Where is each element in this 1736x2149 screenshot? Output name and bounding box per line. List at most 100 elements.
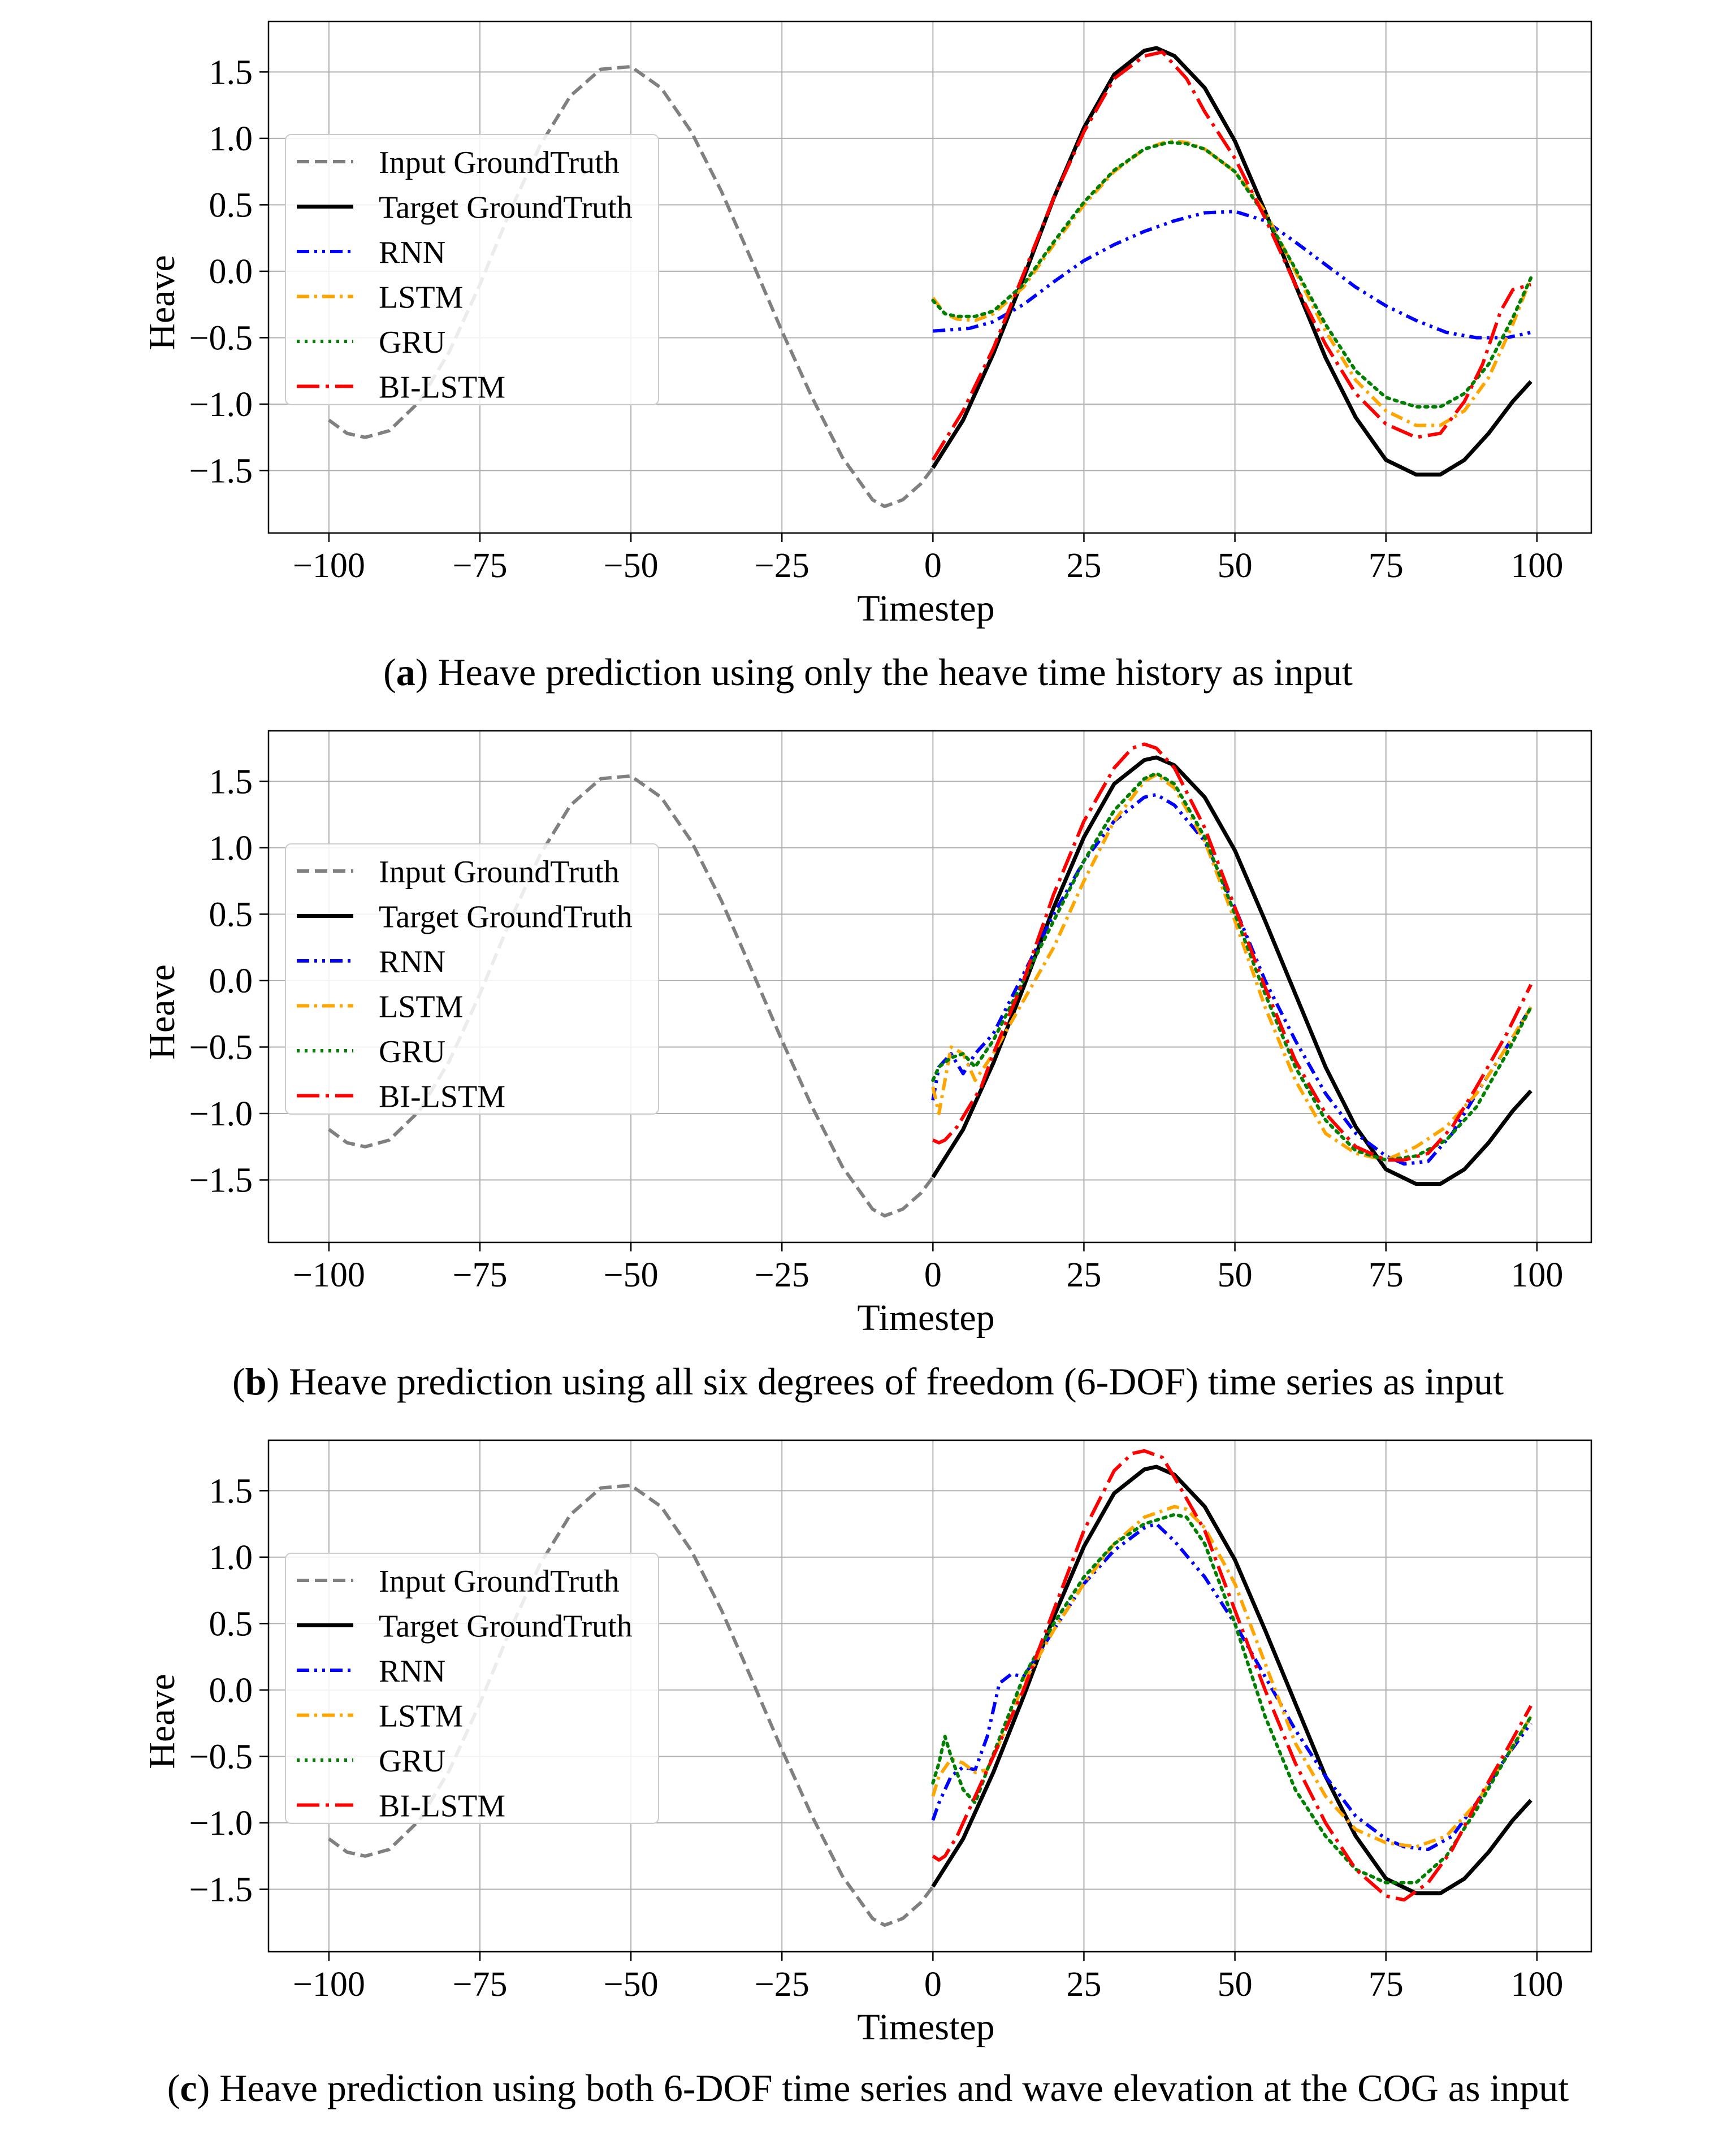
x-tick-label: 25 <box>1066 547 1101 585</box>
y-tick-label: 1.5 <box>209 1472 253 1510</box>
y-tick-label: −0.5 <box>189 319 253 357</box>
x-tick-label: 100 <box>1510 1256 1563 1294</box>
axes-frame <box>267 730 1592 1244</box>
x-tick-label: −75 <box>452 1965 507 2004</box>
series-group <box>328 46 1533 508</box>
legend: Input GroundTruth Target GroundTruth RNN LS… <box>285 1553 659 1824</box>
series-group <box>328 1449 1533 1927</box>
y-tick-label: −1.5 <box>189 1871 253 1909</box>
y-tick-label: 0.0 <box>209 1671 253 1710</box>
y-tick-label: 0.0 <box>209 962 253 1000</box>
series-line-target-groundtruth <box>931 46 1532 477</box>
series-line-rnn <box>931 1522 1532 1851</box>
y-tick-label: −0.5 <box>189 1028 253 1067</box>
y-axis-label: Heave <box>141 255 183 350</box>
x-tick-label: 50 <box>1218 1256 1253 1294</box>
legend-label: Input GroundTruth <box>379 855 620 890</box>
y-axis-label: Heave <box>141 964 183 1060</box>
caption-a: (a) Heave prediction using only the heav… <box>383 651 1353 694</box>
caption-c: (c) Heave prediction using both 6-DOF ti… <box>167 2066 1569 2109</box>
x-tick-label: 100 <box>1510 547 1563 585</box>
x-tick-label: 100 <box>1510 1965 1563 2004</box>
legend-label: Input GroundTruth <box>379 145 620 180</box>
y-tick-label: −1.0 <box>189 385 253 424</box>
y-tick-label: −1.5 <box>189 1162 253 1200</box>
series-line-gru <box>931 772 1533 1162</box>
x-tick-label: −100 <box>293 1965 365 2004</box>
chart-1: −100 −75 −50 −25 0 25 50 75 100 −1.5 −1.0 −0.5 0.0 0.… <box>141 730 1592 1338</box>
series-line-gru <box>931 1513 1533 1884</box>
series-line-input-groundtruth <box>328 1483 934 1927</box>
x-tick-label: 0 <box>924 1965 942 2004</box>
legend-label: Target GroundTruth <box>379 900 633 935</box>
series-line-rnn <box>931 792 1532 1166</box>
legend-box <box>285 134 659 405</box>
series-line-lstm <box>931 1505 1532 1849</box>
chart-2: −100 −75 −50 −25 0 25 50 75 100 −1.5 −1.0 −0.5 0.0 0.… <box>141 1439 1592 2048</box>
x-tick-label: 25 <box>1066 1256 1101 1294</box>
x-tick-label: 50 <box>1218 1965 1253 2004</box>
x-tick-label: −25 <box>755 1965 809 2004</box>
legend-label: GRU <box>379 1034 445 1069</box>
legend-label: LSTM <box>379 990 463 1025</box>
x-tick-label: −25 <box>755 1256 809 1294</box>
x-tick-label: −100 <box>293 547 365 585</box>
legend-label: LSTM <box>379 280 463 315</box>
y-tick-label: 0.5 <box>209 895 253 934</box>
y-tick-label: −0.5 <box>189 1738 253 1776</box>
legend-label: BI-LSTM <box>379 1789 505 1824</box>
caption-b: (b) Heave prediction using all six degre… <box>232 1360 1504 1403</box>
x-tick-label: 50 <box>1218 547 1253 585</box>
legend-label: LSTM <box>379 1699 463 1734</box>
x-tick-label: −100 <box>293 1256 365 1294</box>
y-axis-label: Heave <box>141 1674 183 1769</box>
legend-label: RNN <box>379 235 445 270</box>
y-tick-label: 0.5 <box>209 186 253 224</box>
y-tick-label: 0.5 <box>209 1605 253 1643</box>
x-tick-label: −25 <box>755 547 809 585</box>
series-line-input-groundtruth <box>328 64 934 508</box>
x-tick-label: −50 <box>604 1256 659 1294</box>
legend-label: Input GroundTruth <box>379 1564 620 1599</box>
legend-box <box>285 843 659 1115</box>
series-line-input-groundtruth <box>328 774 934 1218</box>
x-tick-label: 25 <box>1066 1965 1101 2004</box>
axes-frame <box>267 1439 1592 1953</box>
y-tick-label: −1.0 <box>189 1095 253 1133</box>
x-tick-label: −75 <box>452 547 507 585</box>
y-tick-label: 1.5 <box>209 762 253 801</box>
legend-label: Target GroundTruth <box>379 190 633 226</box>
y-tick-label: 1.0 <box>209 829 253 868</box>
x-tick-label: −50 <box>604 547 659 585</box>
x-tick-label: 75 <box>1369 547 1404 585</box>
axes-frame <box>267 20 1592 534</box>
y-tick-label: 0.0 <box>209 253 253 291</box>
legend-box <box>285 1553 659 1824</box>
x-axis-label: Timestep <box>857 2007 994 2048</box>
x-axis-label: Timestep <box>857 588 994 629</box>
series-line-gru <box>931 140 1533 409</box>
legend: Input GroundTruth Target GroundTruth RNN LS… <box>285 843 659 1115</box>
x-tick-label: 0 <box>924 1256 942 1294</box>
legend-label: BI-LSTM <box>379 1080 505 1115</box>
y-tick-label: −1.5 <box>189 452 253 491</box>
series-line-target-groundtruth <box>931 755 1532 1186</box>
legend: Input GroundTruth Target GroundTruth RNN LS… <box>285 134 659 405</box>
y-tick-label: 1.0 <box>209 1539 253 1577</box>
x-axis-label: Timestep <box>857 1297 994 1338</box>
legend-label: RNN <box>379 944 445 980</box>
legend-label: Target GroundTruth <box>379 1609 633 1644</box>
x-tick-label: 0 <box>924 547 942 585</box>
chart-0: −100 −75 −50 −25 0 25 50 75 100 −1.5 −1.0 −0.5 0.0 0.… <box>141 20 1592 629</box>
x-tick-label: 75 <box>1369 1256 1404 1294</box>
y-tick-label: −1.0 <box>189 1804 253 1843</box>
series-line-bi-lstm <box>932 1449 1532 1902</box>
legend-label: GRU <box>379 325 445 360</box>
x-tick-label: −75 <box>452 1256 507 1294</box>
series-line-bi-lstm <box>931 50 1532 461</box>
x-tick-label: 75 <box>1369 1965 1404 2004</box>
series-line-bi-lstm <box>932 742 1532 1162</box>
series-line-lstm <box>931 773 1532 1162</box>
y-tick-label: 1.0 <box>209 120 253 158</box>
